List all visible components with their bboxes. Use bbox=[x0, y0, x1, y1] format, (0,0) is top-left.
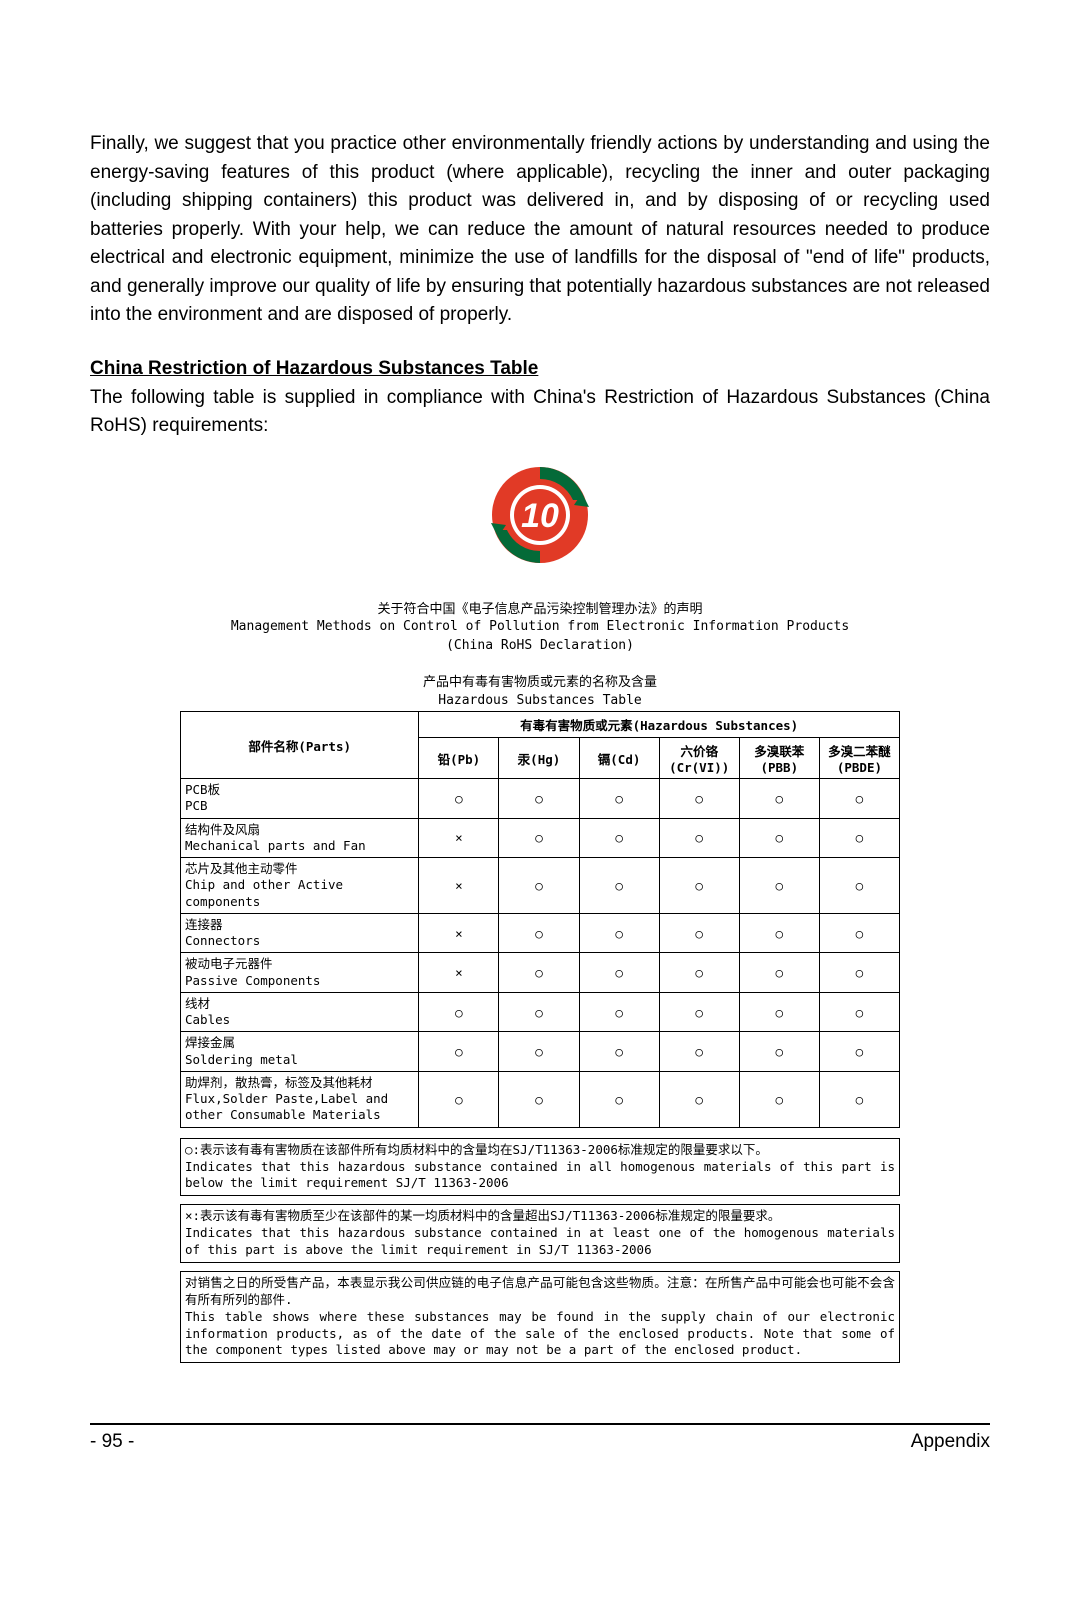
substance-cell: ○ bbox=[499, 818, 579, 858]
substance-cell: ○ bbox=[499, 953, 579, 993]
table-row: 被动电子元器件Passive Components×○○○○○ bbox=[181, 953, 900, 993]
note-box-supply: 对销售之日的所受售产品，本表显示我公司供应链的电子信息产品可能包含这些物质。注意… bbox=[180, 1271, 900, 1363]
part-name-cell: 焊接金属Soldering metal bbox=[181, 1032, 419, 1072]
substance-cell: ○ bbox=[579, 818, 659, 858]
decl-line-en1: Management Methods on Control of Polluti… bbox=[180, 618, 900, 637]
part-name-cell: PCB板PCB bbox=[181, 779, 419, 819]
table-row: 焊接金属Soldering metal○○○○○○ bbox=[181, 1032, 900, 1072]
footer-section: Appendix bbox=[911, 1431, 990, 1453]
substance-cell: ○ bbox=[659, 858, 739, 914]
table-row: 芯片及其他主动零件Chip and other Active component… bbox=[181, 858, 900, 914]
substance-cell: ○ bbox=[739, 779, 819, 819]
substance-cell: × bbox=[419, 913, 499, 953]
substance-cell: ○ bbox=[739, 818, 819, 858]
substance-cell: ○ bbox=[659, 913, 739, 953]
table-row: 助焊剂，散热膏，标签及其他耗材Flux,Solder Paste,Label a… bbox=[181, 1071, 900, 1127]
section-heading: China Restriction of Hazardous Substance… bbox=[90, 358, 990, 380]
rohs-table-head: 部件名称(Parts) 有毒有害物质或元素(Hazardous Substanc… bbox=[181, 712, 900, 779]
substance-cell: × bbox=[419, 858, 499, 914]
substance-cell: ○ bbox=[819, 992, 899, 1032]
page-footer: - 95 - Appendix bbox=[90, 1431, 990, 1453]
substance-cell: ○ bbox=[739, 858, 819, 914]
intro-paragraph: Finally, we suggest that you practice ot… bbox=[90, 130, 990, 330]
substance-cell: ○ bbox=[419, 779, 499, 819]
substance-header: 镉(Cd) bbox=[579, 738, 659, 779]
note-box-cross: ×:表示该有毒有害物质至少在该部件的某一均质材料中的含量超出SJ/T11363-… bbox=[180, 1204, 900, 1263]
substance-cell: ○ bbox=[659, 1071, 739, 1127]
footer-rule bbox=[90, 1423, 990, 1425]
substance-cell: ○ bbox=[739, 1071, 819, 1127]
substance-cell: ○ bbox=[819, 953, 899, 993]
substance-cell: × bbox=[419, 953, 499, 993]
substance-cell: ○ bbox=[659, 779, 739, 819]
substance-cell: ○ bbox=[739, 1032, 819, 1072]
table-row: PCB板PCB○○○○○○ bbox=[181, 779, 900, 819]
part-name-cell: 被动电子元器件Passive Components bbox=[181, 953, 419, 993]
rohs-table: 部件名称(Parts) 有毒有害物质或元素(Hazardous Substanc… bbox=[180, 711, 900, 1128]
table-row: 线材Cables○○○○○○ bbox=[181, 992, 900, 1032]
substance-cell: ○ bbox=[819, 858, 899, 914]
substance-cell: ○ bbox=[499, 1032, 579, 1072]
substance-cell: ○ bbox=[819, 779, 899, 819]
substance-cell: ○ bbox=[579, 1032, 659, 1072]
substance-cell: ○ bbox=[739, 992, 819, 1032]
decl-line-cn: 关于符合中国《电子信息产品污染控制管理办法》的声明 bbox=[180, 600, 900, 619]
section-intro: The following table is supplied in compl… bbox=[90, 384, 990, 441]
table-title: 产品中有毒有害物质或元素的名称及含量 Hazardous Substances … bbox=[180, 674, 900, 709]
substance-cell: ○ bbox=[579, 913, 659, 953]
substance-cell: ○ bbox=[739, 953, 819, 993]
substance-cell: ○ bbox=[659, 1032, 739, 1072]
table-row: 连接器Connectors×○○○○○ bbox=[181, 913, 900, 953]
note-box-circle: ○:表示该有毒有害物质在该部件所有均质材料中的含量均在SJ/T11363-200… bbox=[180, 1138, 900, 1197]
substance-cell: ○ bbox=[419, 992, 499, 1032]
notes-block: ○:表示该有毒有害物质在该部件所有均质材料中的含量均在SJ/T11363-200… bbox=[180, 1138, 900, 1364]
table-title-en: Hazardous Substances Table bbox=[180, 692, 900, 710]
parts-header: 部件名称(Parts) bbox=[181, 712, 419, 779]
rohs-10-logo: 10 bbox=[490, 465, 590, 565]
substance-cell: ○ bbox=[419, 1071, 499, 1127]
declaration-block: 关于符合中国《电子信息产品污染控制管理办法》的声明 Management Met… bbox=[180, 600, 900, 657]
page-number: - 95 - bbox=[90, 1431, 134, 1453]
substance-cell: ○ bbox=[499, 913, 579, 953]
rohs-logo-number: 10 bbox=[521, 497, 559, 535]
substance-cell: ○ bbox=[739, 913, 819, 953]
substance-cell: ○ bbox=[659, 818, 739, 858]
substance-cell: ○ bbox=[659, 992, 739, 1032]
substance-cell: ○ bbox=[499, 992, 579, 1032]
substance-cell: ○ bbox=[819, 1032, 899, 1072]
substance-header: 六价铬(Cr(VI)) bbox=[659, 738, 739, 779]
substance-cell: ○ bbox=[819, 818, 899, 858]
substance-cell: ○ bbox=[579, 779, 659, 819]
substance-header: 汞(Hg) bbox=[499, 738, 579, 779]
substance-header: 多溴二苯醚(PBDE) bbox=[819, 738, 899, 779]
substance-cell: ○ bbox=[819, 1071, 899, 1127]
part-name-cell: 结构件及风扇Mechanical parts and Fan bbox=[181, 818, 419, 858]
substance-header: 多溴联苯(PBB) bbox=[739, 738, 819, 779]
substances-super-header: 有毒有害物质或元素(Hazardous Substances) bbox=[419, 712, 900, 738]
substance-cell: ○ bbox=[419, 1032, 499, 1072]
table-title-cn: 产品中有毒有害物质或元素的名称及含量 bbox=[180, 674, 900, 692]
substance-cell: × bbox=[419, 818, 499, 858]
part-name-cell: 芯片及其他主动零件Chip and other Active component… bbox=[181, 858, 419, 914]
substance-cell: ○ bbox=[499, 779, 579, 819]
table-row: 结构件及风扇Mechanical parts and Fan×○○○○○ bbox=[181, 818, 900, 858]
substance-header: 铅(Pb) bbox=[419, 738, 499, 779]
rohs-table-body: PCB板PCB○○○○○○结构件及风扇Mechanical parts and … bbox=[181, 779, 900, 1128]
substance-cell: ○ bbox=[579, 858, 659, 914]
substance-cell: ○ bbox=[499, 1071, 579, 1127]
part-name-cell: 线材Cables bbox=[181, 992, 419, 1032]
substance-cell: ○ bbox=[819, 913, 899, 953]
rohs-logo-container: 10 bbox=[90, 465, 990, 570]
substance-cell: ○ bbox=[579, 1071, 659, 1127]
substance-cell: ○ bbox=[579, 992, 659, 1032]
substance-cell: ○ bbox=[659, 953, 739, 993]
substance-cell: ○ bbox=[499, 858, 579, 914]
decl-line-en2: (China RoHS Declaration) bbox=[180, 637, 900, 656]
part-name-cell: 连接器Connectors bbox=[181, 913, 419, 953]
substance-cell: ○ bbox=[579, 953, 659, 993]
part-name-cell: 助焊剂，散热膏，标签及其他耗材Flux,Solder Paste,Label a… bbox=[181, 1071, 419, 1127]
